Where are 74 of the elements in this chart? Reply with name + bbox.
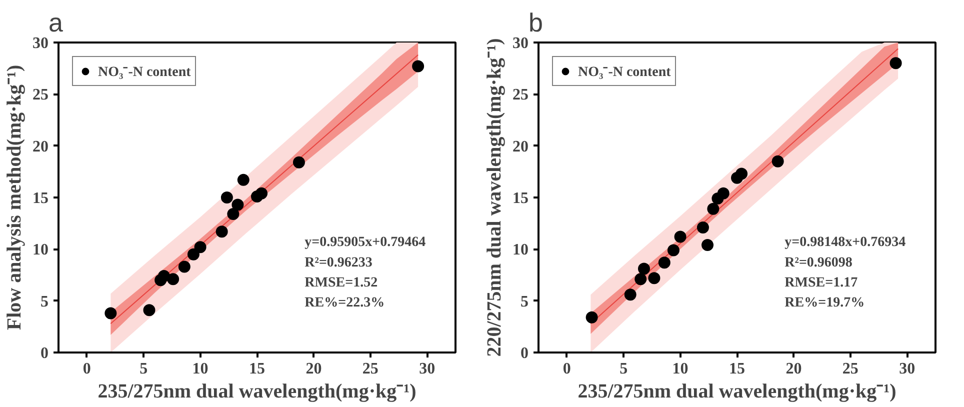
x-tick-label: 30 — [419, 360, 436, 378]
y-tick-label: 30 — [512, 35, 528, 52]
point — [702, 239, 714, 252]
annotation: RE%=19.7% — [784, 296, 865, 311]
legend-label: NO₃⁻-N content — [578, 64, 671, 81]
point — [624, 288, 636, 301]
x-tick-label: 20 — [786, 360, 802, 378]
point — [638, 262, 650, 275]
y-tick-label: 15 — [32, 190, 48, 207]
x-tick-label: 5 — [140, 360, 148, 378]
annotation: RMSE=1.52 — [304, 276, 378, 290]
y-tick-label: 10 — [32, 242, 48, 259]
y-tick-label: 0 — [40, 345, 48, 362]
x-tick-label: 10 — [672, 360, 688, 378]
point — [256, 187, 268, 200]
point — [178, 260, 190, 273]
point — [696, 221, 709, 234]
annotation: RE%=22.3% — [304, 296, 385, 311]
x-tick-label: 15 — [729, 360, 745, 378]
annotation: RMSE=1.17 — [784, 276, 858, 290]
point — [772, 155, 784, 168]
point — [648, 272, 660, 284]
x-tick-label: 25 — [842, 360, 858, 378]
point — [707, 202, 720, 215]
legend-label: NO₃⁻-N content — [98, 64, 191, 81]
x-tick-label: 5 — [620, 360, 628, 378]
point — [194, 241, 206, 254]
point — [658, 256, 670, 269]
point — [187, 248, 200, 260]
y-tick-label: 25 — [512, 86, 528, 104]
annotation: R²=0.96098 — [784, 255, 852, 270]
point — [143, 304, 156, 316]
x-axis-title: 235/275nm dual wavelength(mg·kg⁻¹) — [98, 380, 416, 402]
y-tick-label: 10 — [512, 242, 528, 259]
point — [216, 226, 228, 238]
x-tick-label: 15 — [249, 360, 265, 378]
chart-title: b — [528, 8, 543, 38]
x-tick-label: 25 — [362, 360, 378, 378]
y-axis-title: Flow analysis method(mg·kg⁻¹) — [4, 64, 26, 330]
point — [890, 57, 902, 70]
annotation: y=0.98148x+0.76934 — [784, 235, 906, 250]
point — [220, 192, 233, 204]
x-tick-label: 10 — [192, 360, 208, 378]
y-tick-label: 0 — [520, 345, 528, 362]
x-tick-label: 20 — [306, 360, 322, 378]
annotation: y=0.95905x+0.79464 — [304, 235, 426, 250]
point — [158, 270, 170, 282]
annotation: R²=0.96233 — [304, 255, 372, 270]
point — [237, 174, 250, 186]
y-axis-title: 220/275nm dual wavelength(mg·kg⁻¹) — [484, 38, 506, 357]
y-tick-label: 30 — [32, 35, 48, 52]
x-tick-label: 0 — [82, 360, 91, 378]
y-tick-label: 15 — [512, 190, 528, 207]
point — [292, 156, 305, 168]
point — [227, 208, 240, 220]
point — [674, 230, 686, 243]
y-tick-label: 5 — [40, 293, 48, 310]
point — [586, 311, 598, 324]
point — [167, 273, 180, 286]
point — [634, 273, 647, 286]
x-tick-label: 30 — [899, 360, 916, 378]
point — [232, 198, 244, 211]
y-tick-label: 20 — [32, 138, 48, 156]
x-tick-label: 0 — [562, 360, 571, 378]
chart-title: a — [48, 8, 64, 38]
y-tick-label: 25 — [32, 86, 48, 104]
point — [667, 244, 680, 256]
point — [104, 307, 117, 320]
y-tick-label: 5 — [520, 293, 528, 310]
x-axis-title: 235/275nm dual wavelength(mg·kg⁻¹) — [578, 380, 896, 402]
y-tick-label: 20 — [512, 138, 528, 156]
point — [412, 60, 424, 72]
point — [717, 187, 730, 200]
point — [736, 168, 748, 180]
